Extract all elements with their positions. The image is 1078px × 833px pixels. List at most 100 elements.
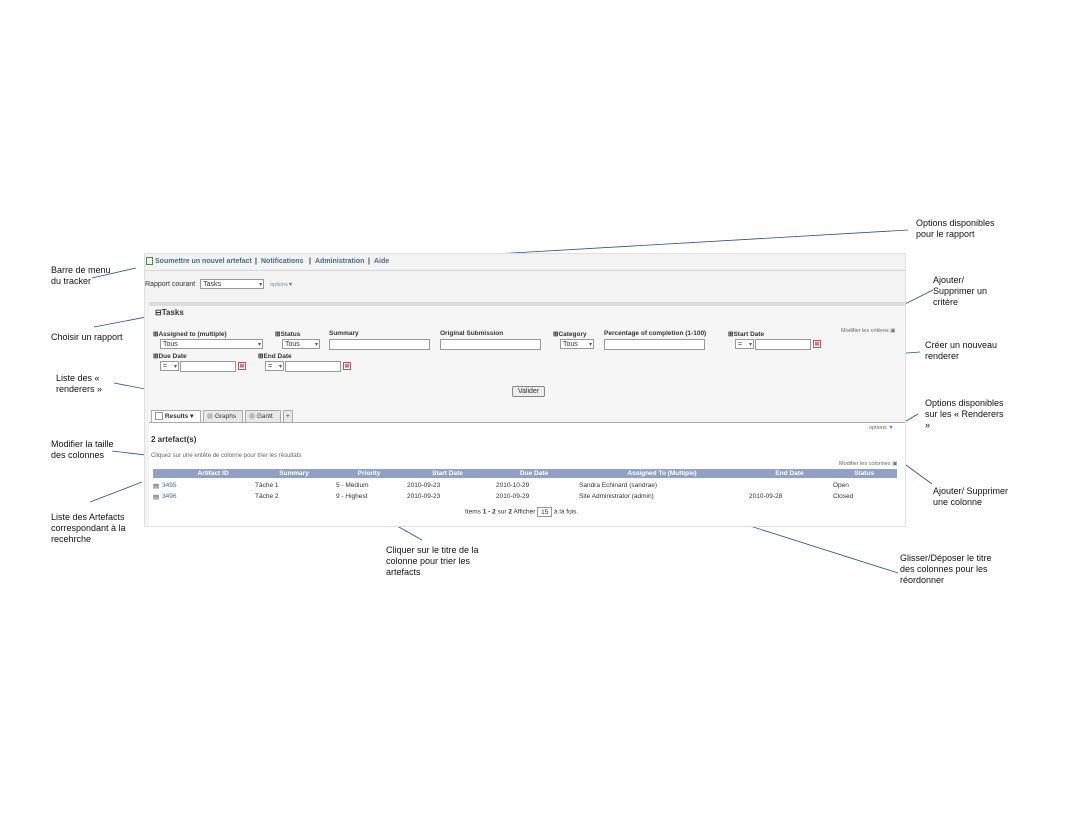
renderer-options-label: options	[869, 425, 887, 431]
results-panel: options ▼ 2 artefact(s) Cliquez sur une …	[149, 422, 905, 526]
chevron-down-icon: ▾	[279, 362, 282, 372]
tab-results[interactable]: Results ▾	[151, 410, 201, 422]
summary-label: Summary	[329, 330, 359, 337]
summary-cell: Tâche 1	[255, 482, 279, 489]
due-date-label-text: Due Date	[158, 353, 186, 360]
summary-input[interactable]	[329, 339, 430, 350]
annotation-artifacts-list: Liste des Artefacts correspondant à la r…	[51, 512, 133, 545]
artifact-id-link[interactable]: 3496	[162, 493, 176, 500]
assigned-to-select[interactable]: Tous ▾	[160, 339, 263, 349]
start-date-operator[interactable]: = ▾	[735, 339, 754, 349]
due-date-operator[interactable]: = ▾	[160, 361, 179, 371]
column-header-due-date[interactable]: Due Date	[492, 469, 576, 478]
assigned-to-label-text: Assigned to (multiple)	[158, 331, 226, 338]
renderer-options-link[interactable]: options ▼	[869, 425, 894, 431]
items-per-page-input[interactable]: 15	[537, 507, 552, 517]
chevron-down-icon: ▾	[190, 413, 193, 420]
due-date-operator-value: =	[163, 363, 167, 370]
tracker-window: Soumettre un nouvel artefact | Notificat…	[144, 253, 906, 527]
category-label: ⊞Category	[553, 330, 587, 338]
annotation-resize-columns: Modifier la taille des colonnes	[51, 439, 117, 461]
pager-suffix: à la fois.	[554, 509, 578, 516]
column-header-summary[interactable]: Summary	[253, 469, 335, 478]
column-header-start-date[interactable]: Start Date	[403, 469, 492, 478]
annotation-reorder-columns: Glisser/Déposer le titre des colonnes po…	[900, 553, 1000, 586]
column-header-status[interactable]: Status	[831, 469, 897, 478]
artifact-count: 2 artefact(s)	[151, 435, 196, 444]
status-cell: Closed	[833, 493, 853, 500]
start-date-label: ⊞Start Date	[728, 330, 764, 338]
pagination: Items 1 - 2 sur 2 Afficher 15 à la fois.	[465, 507, 578, 517]
artifact-id-link[interactable]: 3495	[162, 482, 176, 489]
pie-chart-icon	[207, 413, 213, 419]
administration-link[interactable]: Administration	[315, 258, 364, 265]
original-submission-label: Original Submission	[440, 330, 503, 337]
end-date-operator[interactable]: = ▾	[265, 361, 284, 371]
due-date-label: ⊞Due Date	[153, 352, 187, 360]
tab-gantt[interactable]: Gantt	[245, 410, 281, 422]
submit-artifact-link[interactable]: Soumettre un nouvel artefact	[155, 258, 252, 265]
add-criteria-icon: ▣	[890, 328, 895, 334]
sort-hint: Cliquez sur une entête de colonne pour t…	[151, 453, 301, 459]
status-cell: Open	[833, 482, 849, 489]
tab-graphs[interactable]: Graphs	[203, 410, 243, 422]
modify-criteria-link[interactable]: Modifier les critères ▣	[841, 328, 895, 334]
notifications-link[interactable]: Notifications	[261, 258, 303, 265]
chevron-down-icon: ▾	[258, 340, 261, 350]
calendar-icon[interactable]: ▦	[343, 362, 351, 370]
category-label-text: Category	[558, 331, 586, 338]
annotation-renderers-list: Liste des « renderers »	[56, 373, 118, 395]
annotation-choose-report: Choisir un rapport	[51, 332, 141, 343]
annotation-renderer-options: Options disponibles sur les « Renderers …	[925, 398, 1005, 431]
pager-of: sur	[498, 509, 507, 516]
tab-graphs-label: Graphs	[215, 413, 236, 420]
modify-columns-label: Modifier les colonnes	[839, 461, 891, 467]
assigned-to-label: ⊞Assigned to (multiple)	[153, 330, 227, 338]
pager-prefix: Items	[465, 509, 481, 516]
criteria-title[interactable]: ⊟Tasks	[155, 308, 184, 317]
calendar-icon[interactable]: ▦	[238, 362, 246, 370]
report-options-link[interactable]: options▼	[270, 282, 293, 288]
help-link[interactable]: Aide	[374, 258, 389, 265]
status-select[interactable]: Tous ▾	[282, 339, 320, 349]
tab-results-label: Results	[165, 413, 188, 420]
start-date-input[interactable]	[755, 339, 811, 350]
category-select[interactable]: Tous ▾	[560, 339, 594, 349]
annotation-new-renderer: Créer un nouveau renderer	[925, 340, 1005, 362]
add-column-icon: ▣	[892, 461, 897, 467]
validate-button[interactable]: Valider	[512, 386, 545, 397]
report-select-value: Tasks	[203, 281, 221, 288]
chevron-down-icon: ▾	[259, 280, 262, 290]
tracker-menubar: Soumettre un nouvel artefact | Notificat…	[145, 254, 905, 270]
column-header-priority[interactable]: Priority	[335, 469, 403, 478]
due-date-input[interactable]	[180, 361, 236, 372]
status-label: ⊞Status	[275, 330, 300, 338]
original-submission-input[interactable]	[440, 339, 541, 350]
end-date-label: ⊞End Date	[258, 352, 292, 360]
start-date-cell: 2010-09-23	[407, 493, 440, 500]
start-date-label-text: Start Date	[733, 331, 764, 338]
report-selector-row: Rapport courant Tasks ▾ options▼	[145, 279, 293, 289]
assigned-to-cell: Sandra Echinard (sandrae)	[579, 482, 657, 489]
percentage-input[interactable]	[604, 339, 705, 350]
end-date-input[interactable]	[285, 361, 341, 372]
report-options-label: options	[270, 282, 288, 288]
assigned-to-cell: Site Administrator (admin)	[579, 493, 654, 500]
criteria-title-text: Tasks	[162, 308, 184, 317]
modify-columns-link[interactable]: Modifier les colonnes ▣	[839, 461, 897, 467]
pager-show: Afficher	[513, 509, 535, 516]
column-header-end-date[interactable]: End Date	[748, 469, 831, 478]
percentage-label: Percentage of completion (1-100)	[604, 330, 706, 337]
chevron-down-icon: ▾	[315, 340, 318, 350]
start-date-operator-value: =	[738, 341, 742, 348]
collapse-icon: ⊟	[155, 308, 162, 317]
triangle-down-icon: ▼	[288, 282, 293, 288]
new-renderer-tab[interactable]: +	[283, 410, 293, 422]
calendar-icon[interactable]: ▦	[813, 340, 821, 348]
report-select[interactable]: Tasks ▾	[200, 279, 264, 289]
artifact-icon: ▤	[153, 493, 159, 501]
column-header-assigned-to[interactable]: Assigned To (Multiple)	[576, 469, 748, 478]
end-date-label-text: End Date	[263, 353, 291, 360]
annotation-add-remove-criteria: Ajouter/ Supprimer un critère	[933, 275, 995, 308]
annotation-sort-columns: Cliquer sur le titre de la colonne pour …	[386, 545, 482, 578]
